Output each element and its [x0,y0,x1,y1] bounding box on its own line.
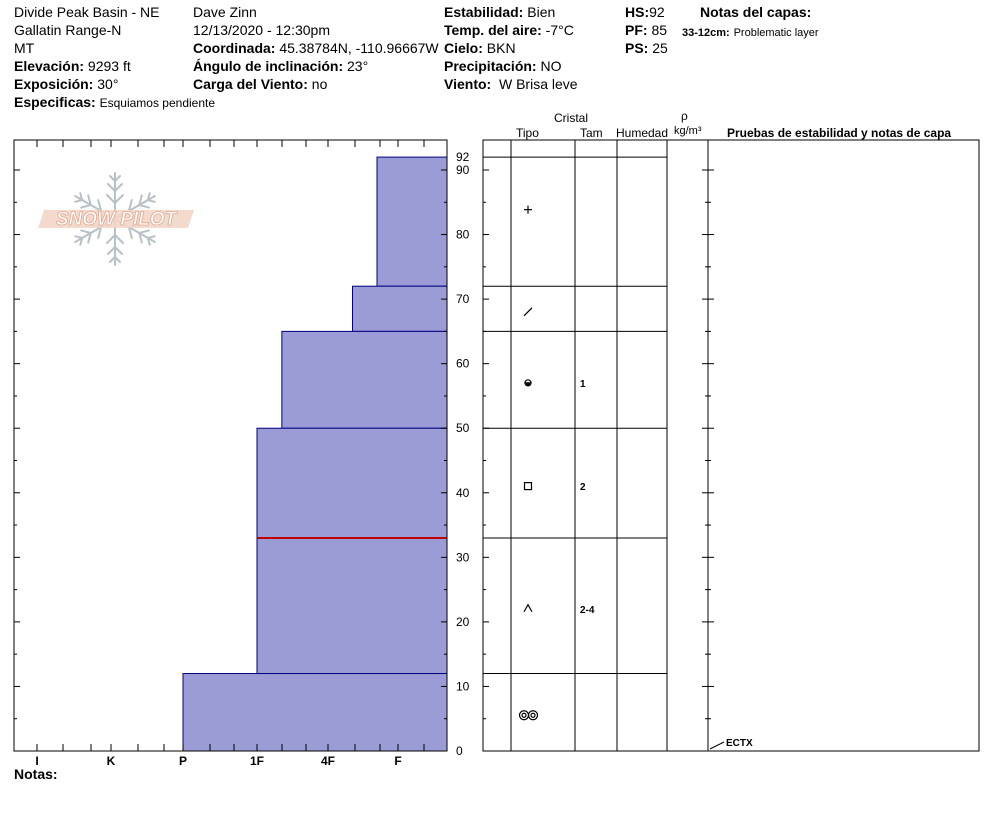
y-tick-label: 80 [456,228,470,242]
y-tick-label: 90 [456,163,470,177]
slope-angle: Ángulo de inclinación: 23° [193,58,369,74]
c1i [521,712,527,718]
layer-note: 33-12cm: Problematic layer [682,27,819,39]
stability: Estabilidad: Bien [444,4,556,20]
state: MT [14,40,35,56]
y-tick-label: 20 [456,615,470,629]
stability-test-pointer [709,741,725,750]
y-tick-label: 60 [456,357,470,371]
air-temp: Temp. del aire: -7°C [444,22,574,38]
elevation: Elevación: 9293 ft [14,58,131,74]
col-type: Tipo [516,126,539,140]
layer-notes-title: Notas del capas: [700,4,812,20]
c2i [530,712,536,718]
logo-text: SNOW PILOT [56,209,178,230]
hardness-tick-label: I [35,754,38,768]
sky: Cielo: BKN [444,40,516,56]
half [524,382,532,387]
y-tick-label: 10 [456,679,470,693]
crystal-size: 2-4 [580,605,595,616]
col-density-unit: kg/m³ [674,125,702,137]
rounded-faceted-icon [524,379,532,387]
crystal-size: 2 [580,482,586,493]
hs: HS:92 [625,4,665,20]
pf: PF: 85 [625,22,668,38]
snowpilot-logo: SNOW PILOT [38,172,194,266]
location: Divide Peak Basin - NE [14,4,160,20]
depth-hoar-icon [523,603,533,613]
coordinates: Coordinada: 45.38784N, -110.96667W [193,40,439,56]
layer-bar [352,285,448,332]
observer: Dave Zinn [193,4,257,20]
snow-height-label: 92 [456,150,470,164]
y-tick-label: 30 [456,550,470,564]
col-tests: Pruebas de estabilidad y notas de capa [727,126,952,140]
precipitation-particle-icon [524,205,532,214]
crystal-size: 1 [580,379,586,390]
hardness-tick-label: F [394,754,401,768]
c2 [527,710,539,721]
wind-loading: Carga del Viento: no [193,76,328,92]
square [523,481,533,491]
melt-freeze-icon [518,710,539,721]
col-crystal: Cristal [554,111,589,125]
layer-bar [256,427,448,539]
aspect: Exposición: 30° [14,76,119,92]
layer-table-frame [482,139,980,752]
hardness-tick-label: 1F [250,754,264,768]
datetime: 12/13/2020 - 12:30pm [193,22,330,38]
plot-frame [13,139,448,752]
slash [523,307,533,317]
col-rho: ρ [681,109,688,123]
caret [523,603,533,613]
layer-bar [182,673,448,752]
layer-bar [376,156,448,287]
range: Gallatin Range-N [14,22,122,38]
notes-label: Notas: [14,766,58,782]
y-tick-label: 0 [456,744,463,758]
y-tick-label: 50 [456,421,470,435]
hardness-tick-label: P [179,754,187,768]
y-tick-label: 70 [456,292,470,306]
wind: Viento: W Brisa leve [444,76,578,92]
col-moisture: Humedad [616,126,669,140]
faceted-crystal-icon [523,481,533,491]
layer-bar [256,537,448,675]
hardness-tick-label: K [107,754,116,768]
specifics: Especificas: Esquiamos pendiente [14,94,216,110]
y-tick-label: 40 [456,486,470,500]
ps: PS: 25 [625,40,668,56]
hardness-tick-label: 4F [321,754,335,768]
stability-test-label: ECTX [726,738,753,749]
layer-bar [281,330,448,429]
col-size: Tam [580,126,603,140]
c1 [518,710,530,721]
decomposed-particle-icon [523,307,533,317]
precipitation: Precipitación: NO [444,58,562,74]
snowflake-icon [70,172,160,266]
